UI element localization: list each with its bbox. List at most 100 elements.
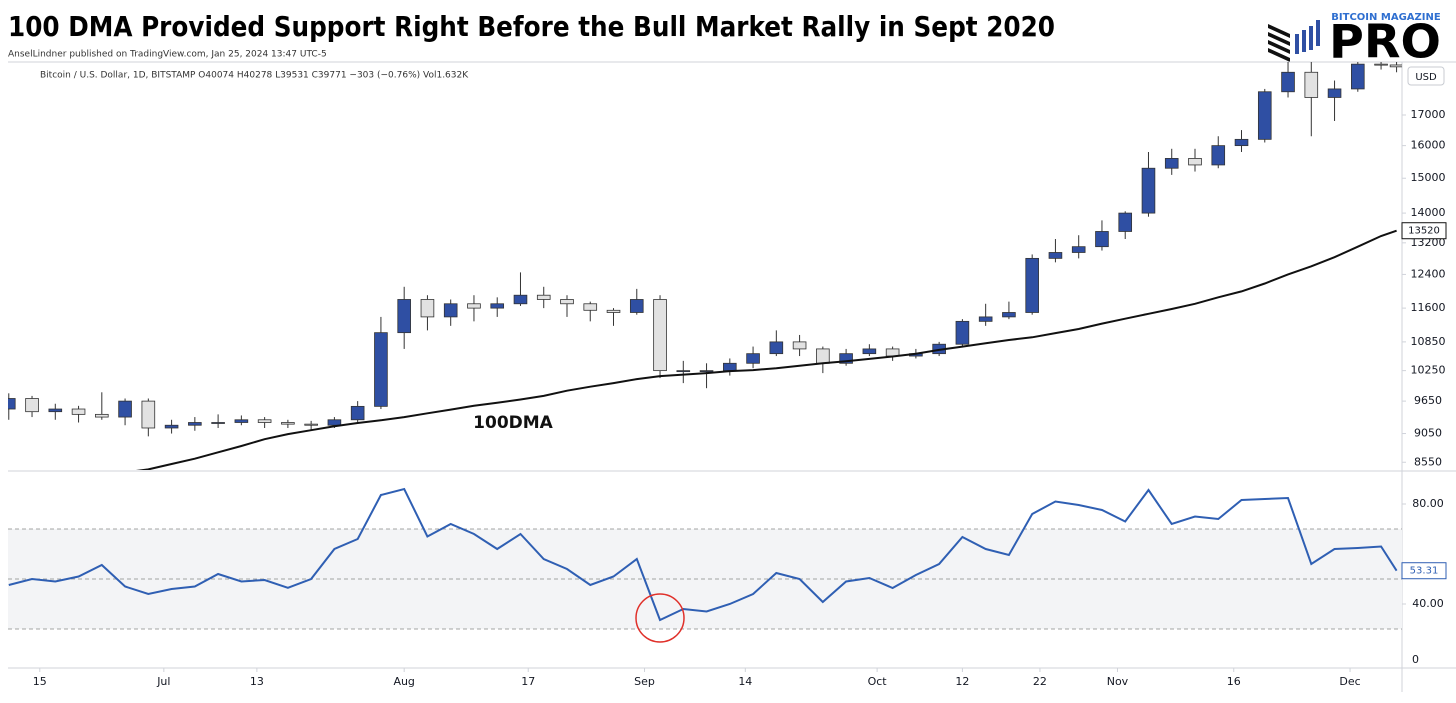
candle-body (1234, 138, 1249, 147)
logo-icon (1268, 24, 1290, 62)
logo-candles (1295, 20, 1320, 54)
candle-body (1281, 71, 1295, 93)
y-tick-label: 17000 (1411, 108, 1446, 121)
candle-body (188, 422, 202, 426)
candle-body (955, 320, 970, 345)
candle-body (699, 370, 714, 373)
candle-body (746, 353, 760, 364)
x-tick-label: Sep (634, 675, 655, 688)
rsi-value-label: 53.31 (1410, 566, 1439, 577)
axes: 8550905096501025010850116001240013200140… (33, 108, 1447, 688)
candle-body (8, 398, 16, 410)
ma-line (135, 229, 1397, 470)
candle-body (304, 423, 318, 426)
candle-body (513, 294, 528, 305)
candle-body (1374, 63, 1388, 66)
y-tick-label: 12400 (1411, 267, 1446, 280)
candle-body (978, 316, 993, 322)
candle-body (25, 398, 39, 413)
x-tick-label: Oct (868, 675, 888, 688)
legend: Bitcoin / U.S. Dollar, 1D, BITSTAMP O400… (40, 71, 469, 81)
logo-main: PRO (1329, 15, 1441, 69)
subtitle: AnselLindner published on TradingView.co… (8, 50, 327, 60)
candle-body (71, 408, 86, 415)
candle-body (839, 353, 853, 364)
candle-body (1095, 231, 1109, 248)
x-tick-label: 17 (521, 675, 535, 688)
candle-body (792, 341, 807, 350)
candle-body (95, 413, 109, 418)
candle-body (606, 309, 621, 313)
x-tick-label: 12 (955, 675, 969, 688)
rsi-pane (8, 487, 1402, 630)
x-tick-label: 22 (1033, 675, 1047, 688)
candle-body (48, 408, 63, 413)
candle-body (1211, 145, 1226, 166)
x-tick-label: Aug (393, 675, 414, 688)
x-tick-label: 14 (738, 675, 752, 688)
rsi-y-tick-label: 80.00 (1412, 497, 1444, 510)
candle-body (1389, 64, 1402, 68)
y-tick-label: 9650 (1414, 394, 1442, 407)
candle-body (536, 294, 551, 300)
candle-body (1304, 71, 1319, 98)
candle-body (420, 299, 435, 318)
y-tick-label: 14000 (1411, 206, 1446, 219)
x-tick-label: Nov (1107, 675, 1129, 688)
currency-box (1407, 66, 1445, 86)
candle-body (257, 419, 272, 423)
ma-price-box (1401, 222, 1447, 240)
candle-body (676, 370, 691, 373)
candle-body (1327, 88, 1342, 98)
candle-body (583, 303, 598, 311)
price-pane (8, 62, 1402, 470)
ma-price-label: 13520 (1408, 226, 1440, 237)
y-tick-label: 15000 (1411, 171, 1446, 184)
candle-body (281, 422, 295, 425)
candle-body (1071, 246, 1086, 253)
candle-body (211, 422, 225, 424)
candle-body (234, 419, 249, 423)
currency: USD (1415, 72, 1437, 83)
candle-body (769, 341, 784, 355)
candle-body (1002, 312, 1016, 318)
title: 100 DMA Provided Support Right Before th… (8, 10, 1055, 43)
y-tick-label: 8550 (1414, 455, 1442, 468)
candle-body (1351, 63, 1365, 90)
candle-body (443, 303, 458, 318)
rsi-value-box (1401, 562, 1447, 580)
logo: BITCOIN MAGAZINE PRO (1268, 12, 1441, 69)
y-tick-label: 16000 (1411, 139, 1446, 152)
candle-body (1257, 91, 1272, 140)
candle-body (629, 299, 644, 313)
x-tick-label: Jul (156, 675, 170, 688)
candle-body (862, 348, 877, 355)
candle-body (164, 424, 179, 429)
candle-body (1025, 257, 1039, 313)
y-tick-label: 10250 (1411, 364, 1446, 377)
rsi-line (8, 487, 1398, 622)
x-tick-label: 15 (33, 675, 47, 688)
candle-body (1048, 252, 1063, 259)
candle-body (560, 299, 574, 305)
ma-annotation: 100DMA (473, 413, 554, 433)
candle-body (327, 419, 342, 426)
x-tick-label: 16 (1227, 675, 1241, 688)
candle-body (374, 332, 388, 407)
candle-body (118, 400, 132, 418)
candle-body (816, 348, 830, 364)
candle-body (723, 362, 737, 372)
candle-body (397, 299, 411, 334)
x-tick-label: 13 (250, 675, 264, 688)
rsi-y-tick-label: 40.00 (1412, 597, 1444, 610)
candle-body (467, 303, 481, 309)
logo-top: BITCOIN MAGAZINE (1331, 12, 1441, 23)
y-tick-label: 9050 (1414, 427, 1442, 440)
candle-body (141, 400, 156, 429)
candle-body (653, 299, 667, 372)
candle-body (350, 405, 365, 421)
y-tick-label: 10850 (1411, 335, 1446, 348)
candle-body (1141, 167, 1156, 214)
x-tick-label: Dec (1339, 675, 1360, 688)
